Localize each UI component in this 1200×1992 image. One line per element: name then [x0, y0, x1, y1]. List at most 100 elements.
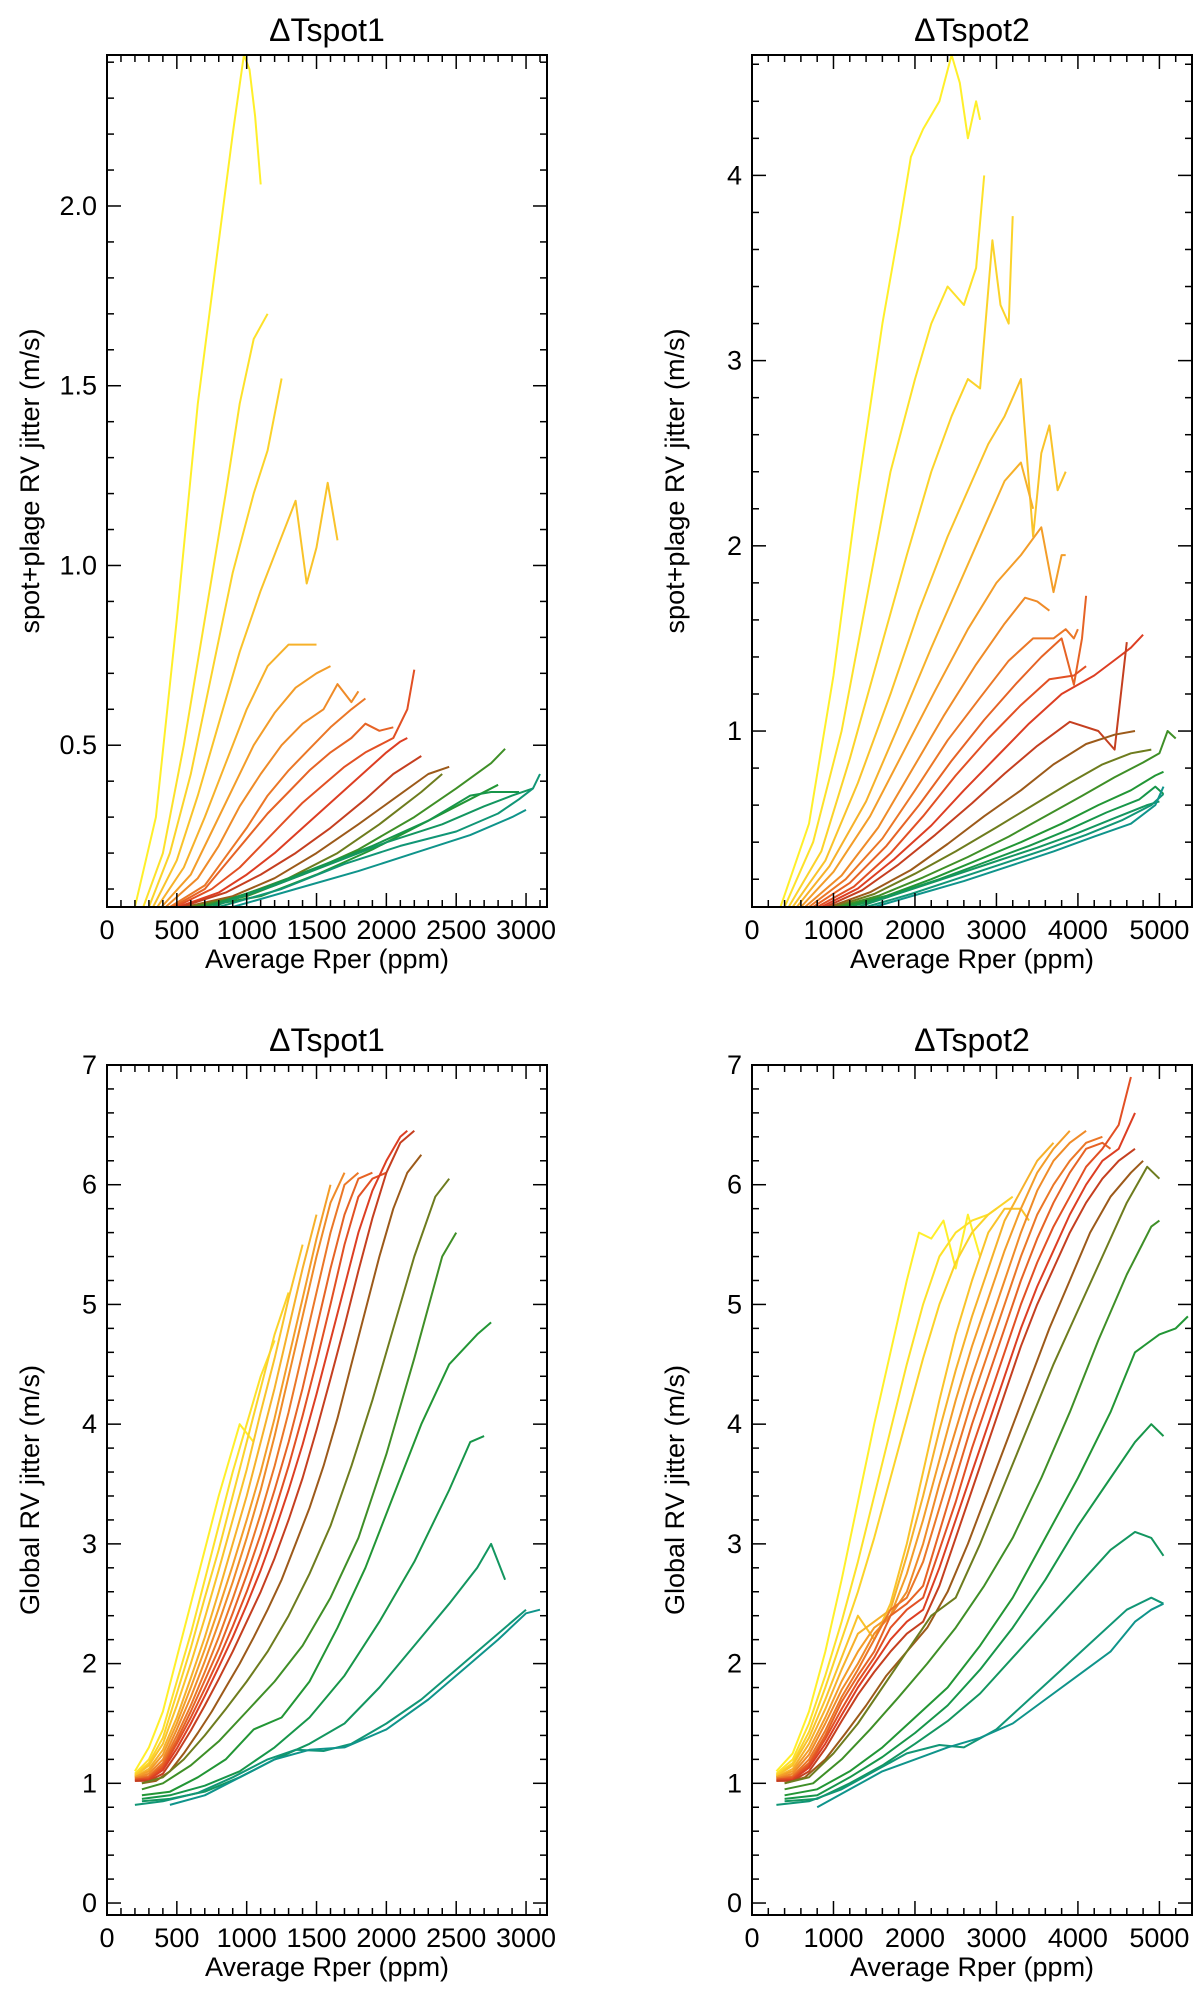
series-line-c02 — [134, 1340, 276, 1775]
x-axis-label: Average Rper (ppm) — [850, 1952, 1094, 1982]
y-tick-label: 3 — [727, 1529, 742, 1559]
x-axis-label: Average Rper (ppm) — [205, 944, 449, 974]
x-tick-label: 1000 — [217, 915, 277, 945]
y-tick-label: 1 — [727, 1768, 742, 1798]
series-line-c18 — [784, 1530, 1165, 1803]
chart-title: ΔTspot1 — [269, 1022, 385, 1058]
x-tick-label: 1000 — [803, 915, 863, 945]
series-line-c11 — [134, 1130, 408, 1782]
series-line-c01 — [775, 1213, 982, 1772]
y-axis-label: Global RV jitter (m/s) — [660, 1365, 690, 1615]
series-line-c04 — [791, 378, 1067, 907]
series-group — [133, 55, 541, 907]
series-line-c07 — [165, 683, 360, 907]
series-line-c05 — [775, 1142, 1055, 1779]
series-line-c02 — [783, 175, 986, 907]
x-tick-label: 3000 — [496, 1923, 556, 1953]
x-axis-label: Average Rper (ppm) — [205, 1952, 449, 1982]
chart-title: ΔTspot2 — [914, 1022, 1030, 1058]
series-line-c14 — [833, 748, 1152, 907]
series-line-c12 — [134, 1130, 415, 1782]
series-line-c14 — [141, 1178, 450, 1785]
series-line-c06 — [160, 665, 331, 907]
x-tick-label: 0 — [99, 915, 114, 945]
series-line-c17 — [784, 1423, 1165, 1800]
series-line-c09 — [172, 722, 394, 907]
x-tick-label: 0 — [744, 915, 759, 945]
x-tick-label: 2000 — [885, 915, 945, 945]
x-tick-label: 4000 — [1048, 915, 1108, 945]
x-tick-label: 1500 — [286, 1923, 346, 1953]
x-tick-label: 500 — [154, 915, 199, 945]
y-tick-label: 0.5 — [59, 730, 97, 760]
series-line-c09 — [776, 1141, 1112, 1781]
series-line-c18 — [857, 800, 1160, 907]
x-tick-label: 2000 — [885, 1923, 945, 1953]
plot-frame — [106, 54, 548, 908]
series-line-c03 — [787, 216, 1014, 907]
y-tick-label: 0 — [82, 1888, 97, 1918]
series-line-c19 — [218, 773, 541, 907]
x-tick-label: 5000 — [1129, 915, 1189, 945]
series-line-c20 — [816, 1602, 1164, 1809]
series-line-c01 — [133, 55, 262, 907]
series-line-c11 — [820, 634, 1144, 907]
y-tick-label: 6 — [82, 1170, 97, 1200]
series-line-c18 — [211, 787, 534, 907]
y-tick-label: 2 — [727, 1649, 742, 1679]
series-line-c03 — [775, 1195, 1014, 1776]
series-line-c13 — [784, 1160, 1144, 1785]
series-line-c08 — [134, 1171, 360, 1780]
series-line-c05 — [156, 643, 317, 907]
series-line-c12 — [180, 755, 422, 907]
y-tick-label: 5 — [727, 1289, 742, 1319]
chart-title: ΔTspot1 — [269, 12, 385, 48]
y-tick-label: 3 — [82, 1529, 97, 1559]
series-line-c04 — [152, 481, 339, 907]
series-line-c19 — [865, 793, 1165, 907]
x-tick-label: 2500 — [426, 915, 486, 945]
panel-2: ΔTspot2 0 1000 2000 3000 4000 5000 1 2 3 4 Average … — [660, 12, 1193, 974]
series-line-c07 — [804, 596, 1051, 907]
series-line-c16 — [141, 1321, 492, 1797]
y-tick-label: 2 — [727, 531, 742, 561]
x-tick-label: 2000 — [356, 915, 416, 945]
series-line-c10 — [776, 1076, 1132, 1781]
panel-1: ΔTspot1 0 500 1000 1500 2000 2500 3000 0.5 1.0 1.5… — [15, 12, 556, 974]
series-line-c12 — [776, 1147, 1136, 1782]
series-line-c08 — [808, 628, 1079, 907]
series-line-c03 — [147, 378, 283, 907]
series-line-c01 — [134, 1423, 255, 1772]
series-group — [775, 1076, 1189, 1809]
series-line-c20 — [873, 786, 1165, 907]
series-line-c16 — [784, 1315, 1189, 1797]
series-line-c20 — [232, 809, 527, 907]
series-line-c02 — [775, 1207, 997, 1775]
series-line-c04 — [775, 1207, 1030, 1777]
chart-title: ΔTspot2 — [914, 12, 1030, 48]
x-tick-label: 3000 — [966, 1923, 1026, 1953]
series-line-c16 — [841, 770, 1164, 907]
y-tick-label: 7 — [82, 1050, 97, 1080]
series-line-c10 — [134, 1171, 387, 1781]
x-tick-label: 3000 — [496, 915, 556, 945]
series-line-c15 — [141, 1232, 458, 1791]
panel-3: ΔTspot1 0 500 1000 1500 2000 2500 3000 0 1 2 3 4 5 6 7 A… — [15, 1022, 556, 1982]
series-line-c08 — [776, 1135, 1103, 1780]
y-tick-label: 4 — [727, 1409, 742, 1439]
y-tick-label: 4 — [82, 1409, 97, 1439]
y-tick-label: 4 — [727, 160, 742, 190]
x-tick-label: 0 — [99, 1923, 114, 1953]
series-line-c05 — [134, 1214, 318, 1779]
x-tick-label: 2000 — [356, 1923, 416, 1953]
series-line-c13 — [829, 730, 1136, 907]
series-line-c10 — [174, 669, 416, 907]
series-line-c13 — [141, 1154, 423, 1785]
series-group — [779, 55, 1177, 907]
y-tick-label: 2 — [82, 1649, 97, 1679]
series-line-c10 — [816, 665, 1087, 907]
y-tick-label: 1 — [727, 716, 742, 746]
x-tick-label: 3000 — [966, 915, 1026, 945]
series-line-c17 — [204, 791, 520, 907]
